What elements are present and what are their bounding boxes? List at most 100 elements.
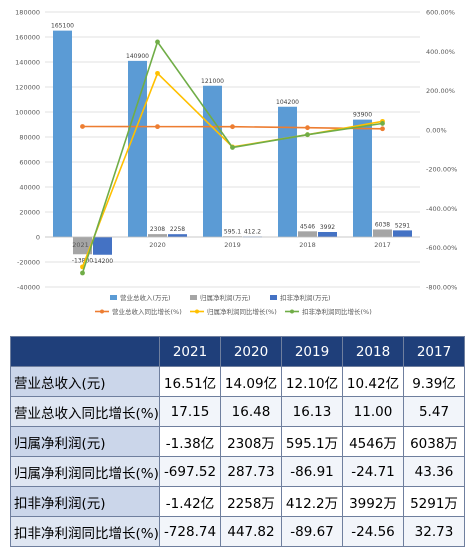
table-corner-cell — [10, 336, 160, 367]
table-cell: 595.1万 — [281, 426, 343, 457]
row-label: 营业总收入(元) — [10, 366, 160, 397]
table-cell: -24.71 — [342, 456, 404, 487]
bar-data-label: 121000 — [201, 78, 224, 85]
table-row: 归属净利润(元) -1.38亿 2308万 595.1万 4546万 6038万 — [10, 426, 465, 457]
bar-data-label: 595.1 — [224, 228, 241, 235]
bar-data-label: 4546 — [300, 223, 315, 230]
table-cell: -24.56 — [342, 516, 404, 547]
legend-label: 归属净利润同比增长(%) — [207, 307, 277, 316]
legend-label: 营业总收入(万元) — [120, 293, 171, 302]
series-point — [230, 124, 235, 130]
bar — [168, 234, 187, 237]
chart-svg: -40000 -20000 0 20000 40000 60000 80000 100000 1… — [15, 9, 457, 317]
bar — [73, 237, 92, 255]
table-cell: 9.39亿 — [403, 366, 465, 397]
bar — [93, 237, 112, 255]
legend-marker — [100, 309, 104, 314]
series-point — [80, 270, 85, 276]
table-cell: -89.67 — [281, 516, 343, 547]
table-cell: -1.42亿 — [159, 486, 221, 517]
series-point — [80, 124, 85, 129]
bar — [128, 60, 147, 237]
y-right-tick-label: -400.00% — [426, 205, 457, 213]
table-row: 扣非净利润同比增长(%) -728.74 447.82 -89.67 -24.5… — [10, 516, 465, 547]
y-left-tick-label: 120000 — [15, 84, 40, 92]
table-cell: 287.73 — [220, 456, 282, 487]
legend-label: 扣非净利润(万元) — [280, 293, 331, 302]
y-left-tick-label: -20000 — [17, 259, 40, 267]
table-cell: 3992万 — [342, 486, 404, 517]
series-point — [155, 124, 160, 130]
table-cell: -728.74 — [159, 516, 221, 547]
y-right-tick-label: 400.00% — [426, 48, 455, 56]
bar-data-label: 3992 — [320, 224, 335, 231]
legend-label: 归属净利润(万元) — [200, 293, 251, 302]
table-row: 归属净利润同比增长(%) -697.52 287.73 -86.91 -24.7… — [10, 456, 465, 487]
y-left-tick-label: 60000 — [19, 159, 40, 167]
y-right-tick-label: 600.00% — [426, 9, 455, 17]
series-point — [305, 132, 310, 138]
legend-marker — [195, 309, 199, 314]
y-left-tick-label: 100000 — [15, 109, 40, 117]
table-cell: 16.48 — [220, 396, 282, 427]
table-header-row: 2021 2020 2019 2018 2017 — [10, 336, 465, 367]
bar-data-label: 104200 — [276, 99, 299, 106]
legend-swatch — [270, 295, 277, 300]
x-tick-label: 2019 — [224, 241, 241, 249]
y-right-tick-label: -800.00% — [426, 284, 457, 292]
series-point — [380, 121, 385, 126]
bar — [278, 106, 297, 237]
year-header: 2019 — [281, 336, 343, 367]
bar — [298, 231, 317, 237]
bar-data-label: 2308 — [150, 226, 165, 233]
x-tick-label: 2018 — [299, 241, 316, 249]
y-left-tick-label: 40000 — [19, 184, 40, 192]
table-cell: 447.82 — [220, 516, 282, 547]
bar-data-label: -13800 — [72, 257, 93, 264]
y-right-tick-label: -200.00% — [426, 166, 457, 174]
table-cell: 17.15 — [159, 396, 221, 427]
table-cell: 5.47 — [403, 396, 465, 427]
table-cell: 10.42亿 — [342, 366, 404, 397]
table-cell: 32.73 — [403, 516, 465, 547]
x-tick-label: 2021 — [72, 241, 89, 249]
table-cell: 16.13 — [281, 396, 343, 427]
table-cell: 2308万 — [220, 426, 282, 457]
y-right-tick-label: 0.00% — [426, 126, 447, 134]
bar — [148, 234, 167, 237]
bar-data-label: 412.2 — [244, 228, 261, 235]
bar-data-label: 2258 — [170, 226, 185, 233]
table-cell: 43.36 — [403, 456, 465, 487]
table-cell: -1.38亿 — [159, 426, 221, 457]
y-left-tick-label: 180000 — [15, 9, 40, 17]
row-label: 营业总收入同比增长(%) — [10, 396, 160, 427]
y-left-tick-label: 20000 — [19, 209, 40, 217]
table-cell: -86.91 — [281, 456, 343, 487]
x-tick-label: 2017 — [374, 241, 391, 249]
series-point — [155, 70, 160, 76]
combo-chart: -40000 -20000 0 20000 40000 60000 80000 100000 1… — [15, 9, 457, 317]
table-cell: -697.52 — [159, 456, 221, 487]
row-label: 归属净利润(元) — [10, 426, 160, 457]
series-point — [305, 125, 310, 131]
table-cell: 16.51亿 — [159, 366, 221, 397]
year-header: 2018 — [342, 336, 404, 367]
bar-data-label: 165100 — [51, 23, 74, 30]
series-point — [155, 39, 160, 45]
table-cell: 4546万 — [342, 426, 404, 457]
y-right-tick-label: -600.00% — [426, 244, 457, 252]
table-cell: 2258万 — [220, 486, 282, 517]
bar — [353, 119, 372, 237]
bar-data-label: 140900 — [126, 53, 149, 60]
year-header: 2020 — [220, 336, 282, 367]
series-line — [81, 40, 383, 274]
bar-data-label: 6038 — [375, 221, 390, 228]
legend-swatch — [190, 295, 197, 300]
y-left-tick-label: 140000 — [15, 59, 40, 67]
y-left-tick-label: 160000 — [15, 34, 40, 42]
table-cell: 6038万 — [403, 426, 465, 457]
table-cell: 14.09亿 — [220, 366, 282, 397]
table-cell: 5291万 — [403, 486, 465, 517]
legend-label: 营业总收入同比增长(%) — [112, 307, 182, 316]
series-line — [81, 71, 383, 268]
